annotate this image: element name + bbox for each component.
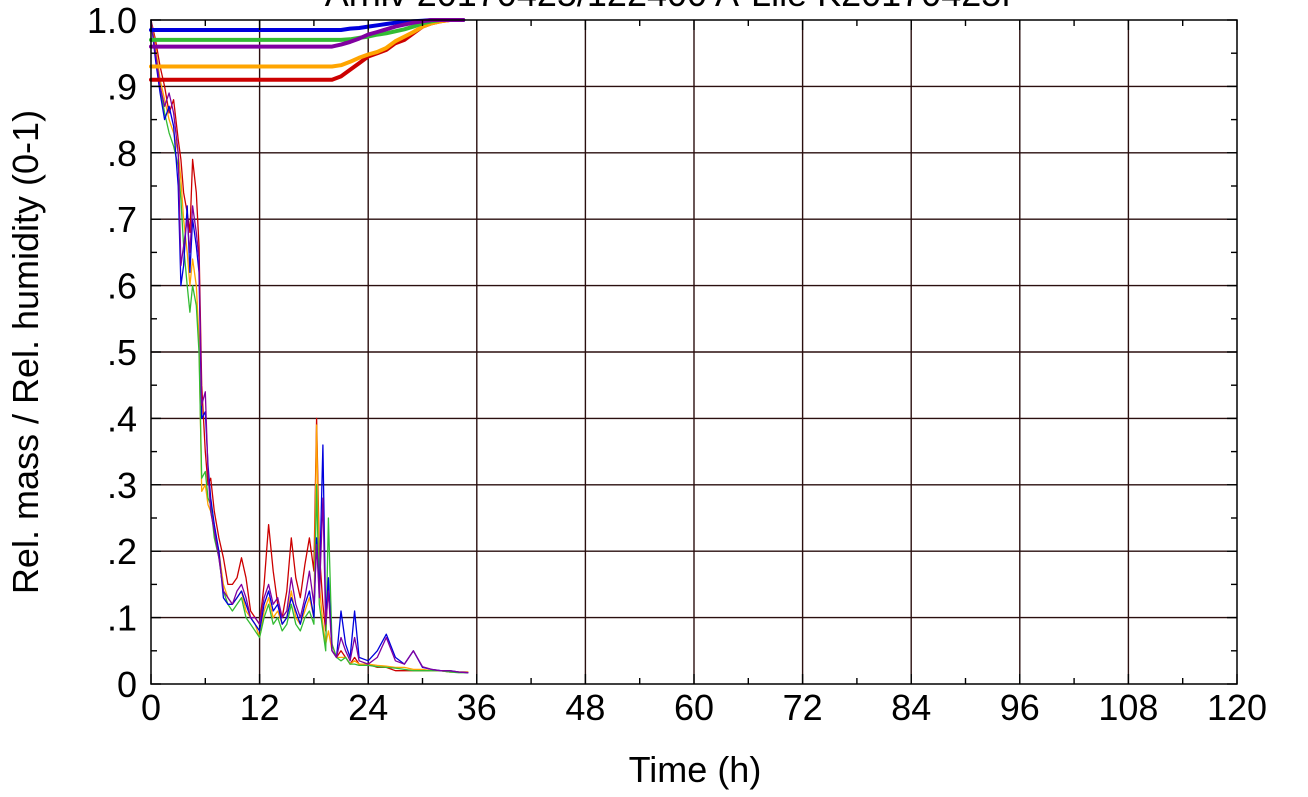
x-axis-label: Time (h) <box>629 749 762 790</box>
x-tick-label: 24 <box>348 687 388 728</box>
x-tick-label: 84 <box>891 687 931 728</box>
ticks <box>150 19 1238 685</box>
humidity-line-8 <box>150 19 469 674</box>
y-tick-label: .6 <box>107 266 137 307</box>
x-tick-label: 12 <box>240 687 280 728</box>
y-tick-label: .9 <box>107 66 137 107</box>
y-axis-label: Rel. mass / Rel. humidity (0-1) <box>5 110 46 594</box>
x-tick-label: 72 <box>783 687 823 728</box>
x-tick-label: 60 <box>674 687 714 728</box>
y-tick-label: .2 <box>107 531 137 572</box>
y-tick-label: 1.0 <box>87 0 137 41</box>
y-tick-label: .5 <box>107 332 137 373</box>
y-tick-label: 0 <box>117 664 137 705</box>
grid <box>151 20 1237 684</box>
x-tick-label: 96 <box>1000 687 1040 728</box>
humidity-line-9 <box>150 19 469 674</box>
y-tick-label: .1 <box>107 598 137 639</box>
y-tick-label: .7 <box>107 199 137 240</box>
y-tick-label: .3 <box>107 465 137 506</box>
y-tick-label: .4 <box>107 398 137 439</box>
humidity-line-6 <box>150 19 469 673</box>
humidity-line-7 <box>150 19 469 674</box>
x-tick-label: 0 <box>141 687 161 728</box>
x-tick-label: 120 <box>1207 687 1267 728</box>
x-tick-label: 108 <box>1098 687 1158 728</box>
chart-title: Arhiv 20170425/122400 A-Lile K20170425f <box>325 0 1013 14</box>
x-tick-label: 48 <box>565 687 605 728</box>
y-tick-label: .8 <box>107 133 137 174</box>
x-tick-label: 36 <box>457 687 497 728</box>
series-group <box>149 18 469 674</box>
tick-labels: 0 12 24 36 48 60 72 84 96 108 120 0 .1 .2 .3 .4 .5 .6 .7 .8… <box>87 0 1267 728</box>
